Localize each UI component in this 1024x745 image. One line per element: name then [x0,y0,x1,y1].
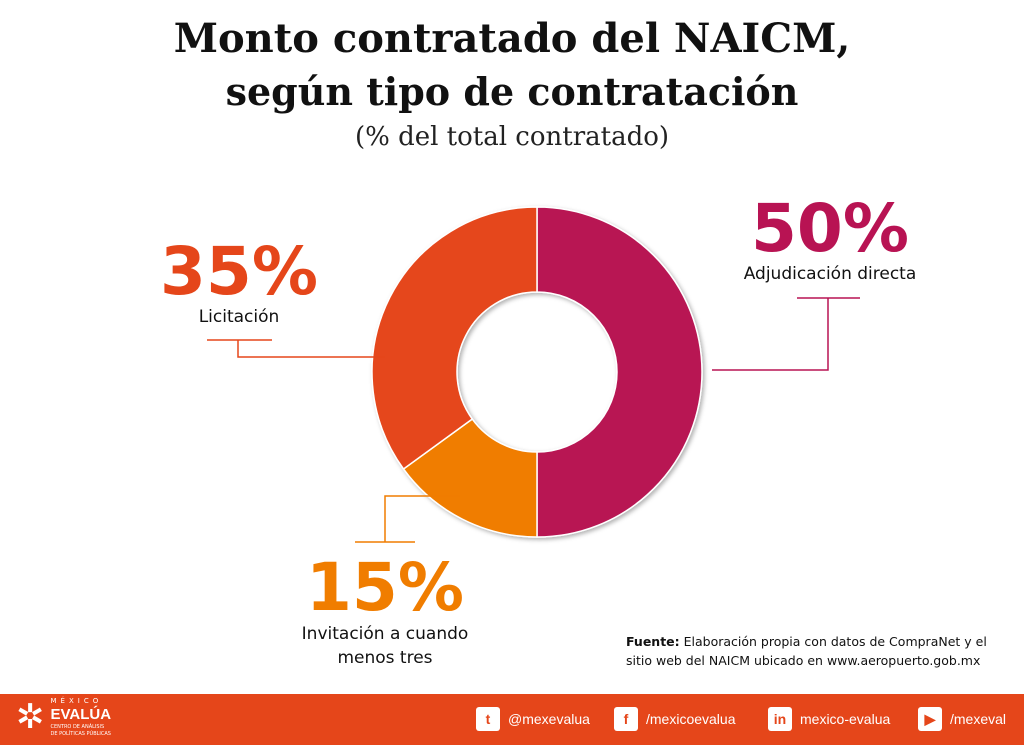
linkedin-link[interactable]: in mexico-evalua [768,707,890,731]
donut-slice-adjudicacion [536,206,703,538]
mexico-evalua-logo: ✲ MÉXICO EVALÚA CENTRO DE ANÁLISIS DE PO… [16,697,111,737]
invitacion-line2: menos tres [337,648,433,668]
donut-slice-licitacion [371,206,538,471]
facebook-link[interactable]: f/mexicoevalua [614,707,736,731]
logo-main: EVALÚA [50,706,112,724]
data-label-adjudicacion-pct: 50% [751,190,909,267]
footer-bar: ✲ MÉXICO EVALÚA CENTRO DE ANÁLISIS DE PO… [0,694,1024,745]
twitter-handle: @mexevalua [508,711,590,727]
leader-line-licitacion [237,340,385,358]
chart-title-line2: según tipo de contratación [225,69,799,114]
logo-sub2: DE POLÍTICAS PÚBLICAS [50,730,111,737]
facebook-icon: f [614,707,638,731]
source-note: Fuente: Elaboración propia con datos de … [626,632,1016,670]
source-label: Fuente: [626,634,680,649]
data-label-licitacion: Licitación [198,307,280,327]
youtube-link[interactable]: ▶ /mexeval [918,707,1006,731]
chart-subtitle: (% del total contratado) [354,122,670,152]
youtube-icon: ▶ [918,707,942,731]
logo-top: MÉXICO [50,697,103,705]
data-label-invitacion-pct: 15% [306,549,464,626]
linkedin-handle: mexico-evalua [800,711,891,727]
data-label-invitacion: Invitación a cuando menos tres [255,622,515,670]
twitter-link[interactable]: t @mexevalua [476,707,590,731]
linkedin-icon: in [768,707,792,731]
leader-line-adjudicacion [712,298,829,371]
data-label-licitacion-pct: 35% [160,233,318,310]
logo-star-icon: ✲ [16,697,45,738]
invitacion-line1: Invitación a cuando [301,624,469,644]
twitter-icon: t [476,707,500,731]
facebook-handle: /mexicoevalua [646,711,736,727]
donut-chart [207,206,860,543]
source-text: Elaboración propia con datos de CompraNe… [626,634,987,668]
youtube-handle: /mexeval [950,711,1007,727]
data-label-adjudicacion: Adjudicación directa [743,264,917,284]
chart-title: Monto contratado del NAICM, [173,15,851,62]
logo-sub1: CENTRO DE ANÁLISIS [50,724,105,731]
leader-line-invitacion [384,495,460,542]
